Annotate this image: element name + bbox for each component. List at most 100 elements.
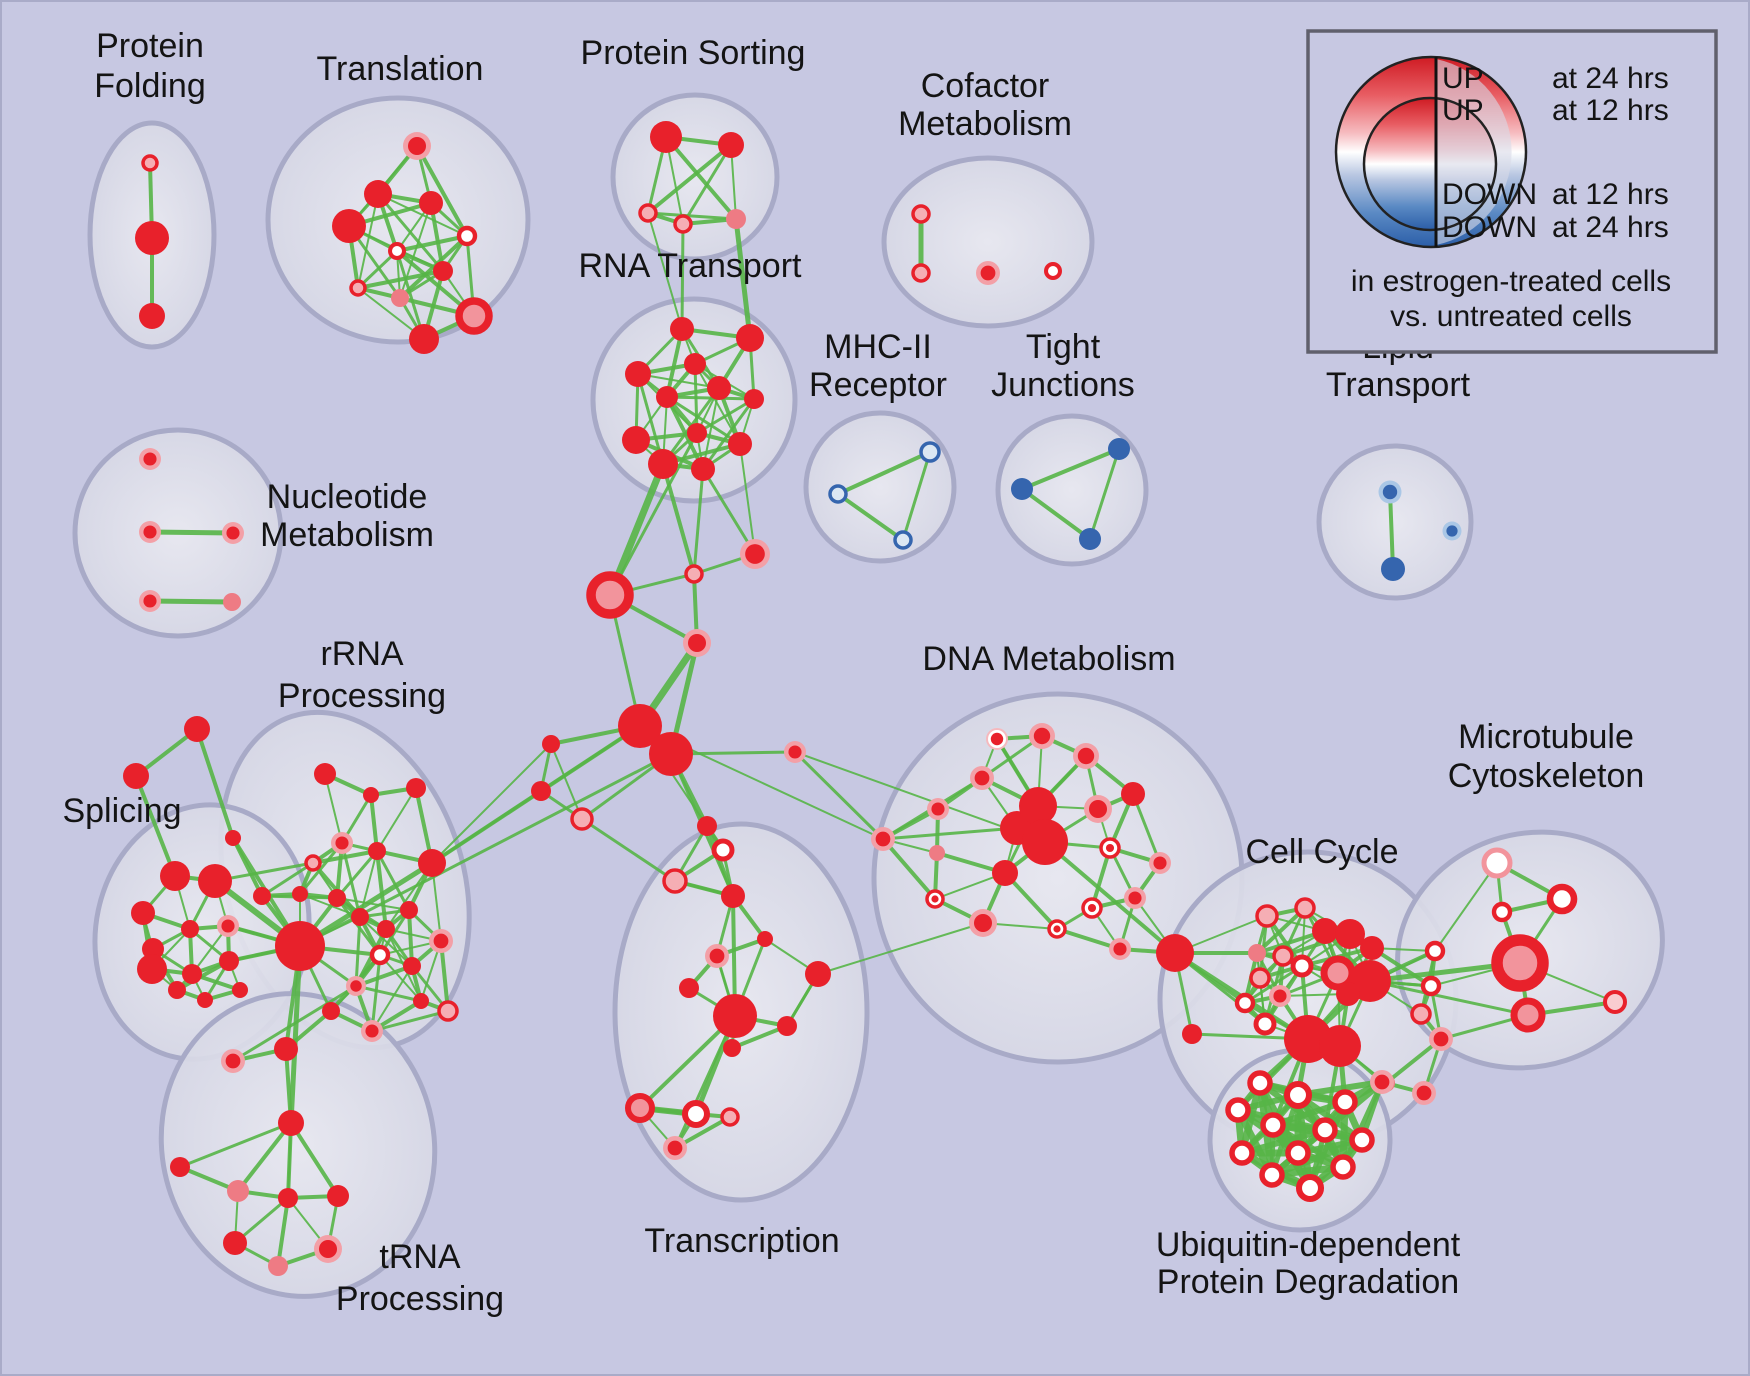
node-trna-processing-6 — [327, 1185, 349, 1207]
node-microtubule-cytoskeleton-3 — [1491, 934, 1549, 992]
node-dna-metabolism-12 — [992, 860, 1018, 886]
node-rrna-processing-2 — [225, 830, 241, 846]
node-rrna-processing-17 — [403, 957, 421, 975]
node-rrna-processing-20 — [361, 1020, 383, 1042]
node-spine-3 — [683, 629, 711, 657]
node-translation-6 — [433, 261, 453, 281]
cluster-label-rrna-processing: rRNA Processing — [278, 635, 446, 715]
node-dna-metabolism-14 — [1149, 852, 1171, 874]
node-transcription-13 — [720, 1107, 740, 1127]
legend-time-3: at 24 hrs — [1552, 211, 1669, 244]
edge — [379, 954, 422, 1002]
edge — [1239, 1127, 1328, 1156]
legend-direction-3: DOWN — [1442, 211, 1537, 244]
edge — [1088, 447, 1121, 541]
node-ubiquitin-degradation-8 — [1285, 1140, 1311, 1166]
node-rrna-processing-7 — [304, 854, 322, 872]
node-rrna-processing-12 — [377, 920, 395, 938]
edge — [407, 908, 414, 968]
node-protein-sorting-0 — [650, 121, 682, 153]
node-tight-junctions-0 — [1108, 438, 1130, 460]
node-dna-metabolism-21 — [1156, 934, 1194, 972]
node-cell-cycle-11 — [1360, 936, 1384, 960]
node-rrna-processing-19 — [322, 1002, 340, 1020]
nodes-layer — [123, 121, 1627, 1276]
node-rna-transport-4 — [656, 386, 678, 408]
cluster-label-mhc-ii-receptor: MHC-II Receptor — [809, 328, 947, 404]
node-protein-folding-2 — [139, 303, 165, 329]
edge — [289, 1121, 340, 1198]
edge — [664, 135, 738, 221]
node-dna-metabolism-5 — [871, 827, 895, 851]
node-cofactor-metabolism-1 — [911, 263, 931, 283]
node-tight-junctions-1 — [1011, 478, 1033, 500]
node-protein-sorting-4 — [726, 209, 746, 229]
edge — [375, 849, 411, 912]
node-translation-5 — [388, 242, 406, 260]
edge — [276, 1196, 290, 1268]
node-splicing-2 — [131, 901, 155, 925]
node-ubiquitin-degradation-12 — [1370, 1070, 1394, 1094]
node-rna-transport-2 — [625, 361, 651, 387]
node-splicing-9 — [168, 981, 186, 999]
node-rrna-processing-0 — [184, 716, 210, 742]
edge — [431, 743, 552, 864]
node-spine-9 — [784, 741, 806, 763]
node-translation-3 — [332, 209, 366, 243]
edge — [836, 450, 932, 496]
cluster-label-trna-processing: tRNA Processing — [336, 1238, 504, 1318]
node-rrna-processing-18 — [429, 929, 453, 953]
cluster-region-mhc-ii-receptor — [803, 410, 957, 564]
node-cell-cycle-18 — [1420, 975, 1442, 997]
node-tight-junctions-2 — [1079, 528, 1101, 550]
node-microtubule-cytoskeleton-2 — [1491, 901, 1513, 923]
node-splicing-8 — [219, 951, 239, 971]
node-ubiquitin-degradation-11 — [1295, 1173, 1325, 1203]
edge — [359, 916, 413, 967]
node-transcription-6 — [679, 978, 699, 998]
edge — [324, 773, 343, 844]
edge — [231, 984, 358, 1063]
node-cell-cycle-8 — [1253, 1012, 1277, 1036]
node-nucleotide-metabolism-2 — [222, 522, 244, 544]
node-dna-metabolism-11 — [929, 845, 945, 861]
node-transcription-0 — [697, 816, 717, 836]
node-translation-7 — [349, 279, 367, 297]
edge — [901, 450, 932, 542]
edge — [147, 529, 236, 536]
edge — [580, 817, 677, 883]
node-dna-metabolism-1 — [1029, 723, 1055, 749]
node-ubiquitin-degradation-1 — [1283, 1080, 1313, 1110]
edge — [134, 774, 177, 878]
node-spine-0 — [586, 571, 634, 619]
node-spine-4 — [618, 704, 662, 748]
node-dna-metabolism-13 — [1099, 837, 1121, 859]
edge — [356, 269, 445, 290]
node-cell-cycle-5 — [1249, 967, 1271, 989]
node-translation-8 — [391, 289, 409, 307]
node-rrna-processing-14 — [275, 921, 325, 971]
node-nucleotide-metabolism-4 — [223, 593, 241, 611]
node-trna-processing-7 — [223, 1231, 247, 1255]
legend-caption-line-0: in estrogen-treated cells — [1351, 265, 1671, 298]
node-cell-cycle-7 — [1269, 985, 1291, 1007]
node-trna-processing-4 — [227, 1180, 249, 1202]
edge — [1055, 927, 1122, 951]
cluster-label-translation: Translation — [317, 50, 484, 88]
edge — [646, 211, 738, 221]
node-spine-1 — [684, 564, 704, 584]
edge — [739, 443, 756, 555]
node-cell-cycle-16 — [1336, 982, 1360, 1006]
edge — [195, 727, 235, 840]
node-rrna-processing-5 — [406, 778, 426, 798]
node-cell-cycle-17 — [1424, 940, 1446, 962]
node-lipid-transport-2 — [1442, 521, 1462, 541]
node-transcription-1 — [711, 838, 735, 862]
node-mhc-ii-receptor-2 — [893, 530, 913, 550]
node-dna-metabolism-9 — [1121, 782, 1145, 806]
node-ubiquitin-degradation-4 — [1260, 1112, 1286, 1138]
edge — [370, 1009, 450, 1033]
node-rna-transport-7 — [622, 426, 650, 454]
edge — [701, 397, 756, 471]
